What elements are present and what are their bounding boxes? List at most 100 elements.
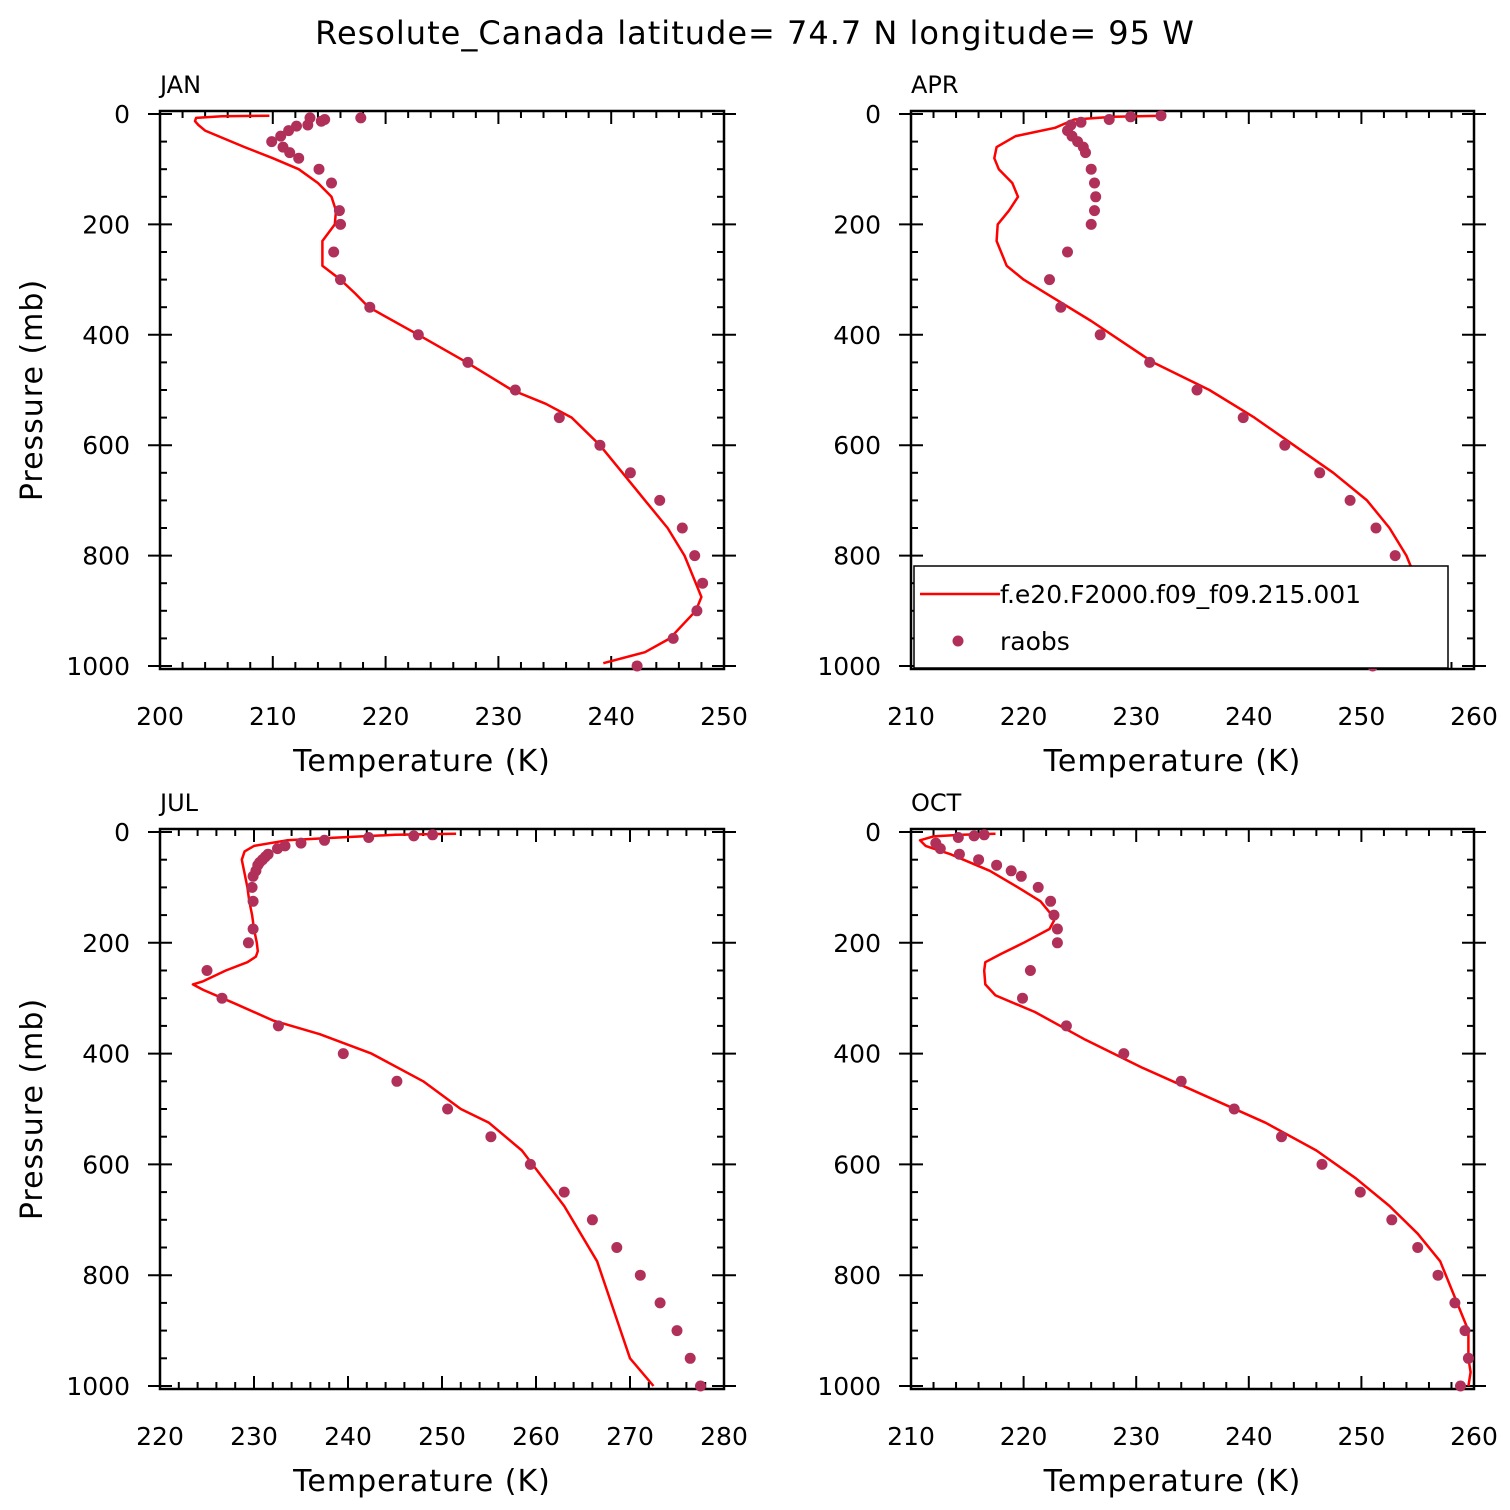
- raobs-point: [408, 830, 420, 842]
- x-tick-label: 270: [606, 1422, 654, 1451]
- raobs-point: [1080, 147, 1091, 159]
- raobs-point: [1191, 384, 1203, 396]
- x-tick-label: 210: [887, 702, 935, 731]
- raobs-point: [1279, 439, 1291, 451]
- raobs-point: [1432, 1269, 1444, 1281]
- y-tick-label: 600: [833, 431, 881, 460]
- raobs-point: [953, 848, 965, 860]
- raobs-point: [427, 829, 439, 841]
- panel-label-jul: JUL: [158, 789, 199, 817]
- raobs-point: [1090, 191, 1102, 203]
- legend-entry-raobs: raobs: [1000, 627, 1070, 656]
- y-tick-label: 200: [833, 210, 881, 239]
- panel-label-oct: OCT: [911, 789, 962, 817]
- raobs-point: [952, 832, 964, 843]
- raobs-point: [275, 130, 287, 142]
- plot-frame: [158, 109, 726, 671]
- raobs-point: [326, 177, 337, 189]
- raobs-point: [1228, 1103, 1240, 1115]
- x-tick-label: 230: [1112, 702, 1160, 731]
- raobs-point: [363, 832, 375, 843]
- raobs-point: [1459, 1325, 1471, 1337]
- raobs-point: [1005, 865, 1017, 877]
- raobs-point: [1060, 1020, 1072, 1032]
- raobs-point: [462, 356, 474, 368]
- x-tick-label: 220: [1000, 702, 1048, 731]
- y-tick-label: 0: [114, 100, 130, 129]
- raobs-point: [676, 522, 688, 534]
- x-axis-label: Temperature (K): [1043, 744, 1302, 779]
- raobs-point: [1032, 881, 1044, 893]
- raobs-point: [1314, 467, 1326, 479]
- raobs-point: [654, 494, 666, 506]
- raobs-point: [1085, 218, 1097, 230]
- raobs-point: [1449, 1297, 1461, 1309]
- y-tick-label: 400: [82, 321, 130, 350]
- raobs-point: [1455, 1380, 1466, 1392]
- x-axis-label: Temperature (K): [1043, 1464, 1302, 1499]
- y-tick-label: 0: [114, 818, 130, 847]
- raobs-point: [968, 830, 980, 842]
- raobs-point: [624, 467, 636, 479]
- plot-frame: [158, 827, 726, 1391]
- x-tick-label: 220: [362, 702, 410, 731]
- x-tick-label: 250: [700, 702, 748, 731]
- x-tick-label: 260: [1450, 1422, 1498, 1451]
- x-tick-label: 250: [1338, 702, 1386, 731]
- x-tick-label: 230: [1112, 1422, 1160, 1451]
- raobs-point: [391, 1075, 403, 1087]
- raobs-point: [1344, 494, 1356, 506]
- raobs-point: [412, 329, 424, 341]
- y-tick-label: 1000: [817, 652, 881, 681]
- raobs-point: [1462, 1352, 1474, 1364]
- y-tick-label: 1000: [817, 1372, 881, 1401]
- y-tick-label: 1000: [66, 652, 130, 681]
- raobs-point: [1389, 550, 1401, 562]
- raobs-point: [654, 1297, 666, 1309]
- raobs-point: [1175, 1075, 1187, 1087]
- raobs-point: [1316, 1158, 1328, 1170]
- raobs-point: [1024, 965, 1036, 976]
- raobs-point: [364, 301, 376, 313]
- x-tick-label: 210: [887, 1422, 935, 1451]
- raobs-point: [973, 854, 985, 866]
- raobs-point: [691, 605, 703, 617]
- x-tick-label: 250: [418, 1422, 466, 1451]
- x-tick-label: 250: [1338, 1422, 1386, 1451]
- raobs-point: [246, 881, 258, 893]
- x-tick-label: 240: [1225, 702, 1273, 731]
- raobs-point: [1089, 177, 1100, 189]
- raobs-point: [283, 125, 295, 137]
- panel-label-apr: APR: [911, 71, 959, 99]
- y-axis-label: Pressure (mb): [15, 998, 50, 1220]
- raobs-point: [689, 550, 701, 562]
- plot-frame: [909, 827, 1476, 1391]
- raobs-point: [333, 205, 345, 217]
- y-tick-label: 0: [865, 818, 881, 847]
- raobs-point: [328, 246, 340, 258]
- raobs-point: [697, 577, 709, 589]
- raobs-point: [1276, 1131, 1287, 1143]
- raobs-point: [313, 163, 325, 175]
- x-tick-label: 230: [230, 1422, 278, 1451]
- raobs-point: [335, 274, 346, 286]
- x-axis-label: Temperature (K): [292, 1464, 551, 1499]
- y-tick-label: 0: [865, 100, 881, 129]
- x-tick-label: 260: [1450, 702, 1498, 731]
- raobs-point: [337, 1048, 349, 1060]
- raobs-point: [266, 136, 278, 148]
- raobs-point: [684, 1352, 696, 1364]
- raobs-point: [242, 937, 254, 949]
- raobs-point: [558, 1186, 570, 1198]
- raobs-point: [1048, 909, 1060, 921]
- y-tick-label: 800: [833, 1261, 881, 1290]
- raobs-point: [295, 837, 307, 849]
- raobs-point: [1051, 923, 1063, 935]
- raobs-point: [1015, 870, 1027, 882]
- panel-apr: APR 210 220 230 240 250 260 0 200 400 600 800 1000 Te…: [817, 71, 1497, 779]
- raobs-point: [1155, 110, 1167, 122]
- x-tick-label: 260: [512, 1422, 560, 1451]
- raobs-point: [634, 1269, 646, 1281]
